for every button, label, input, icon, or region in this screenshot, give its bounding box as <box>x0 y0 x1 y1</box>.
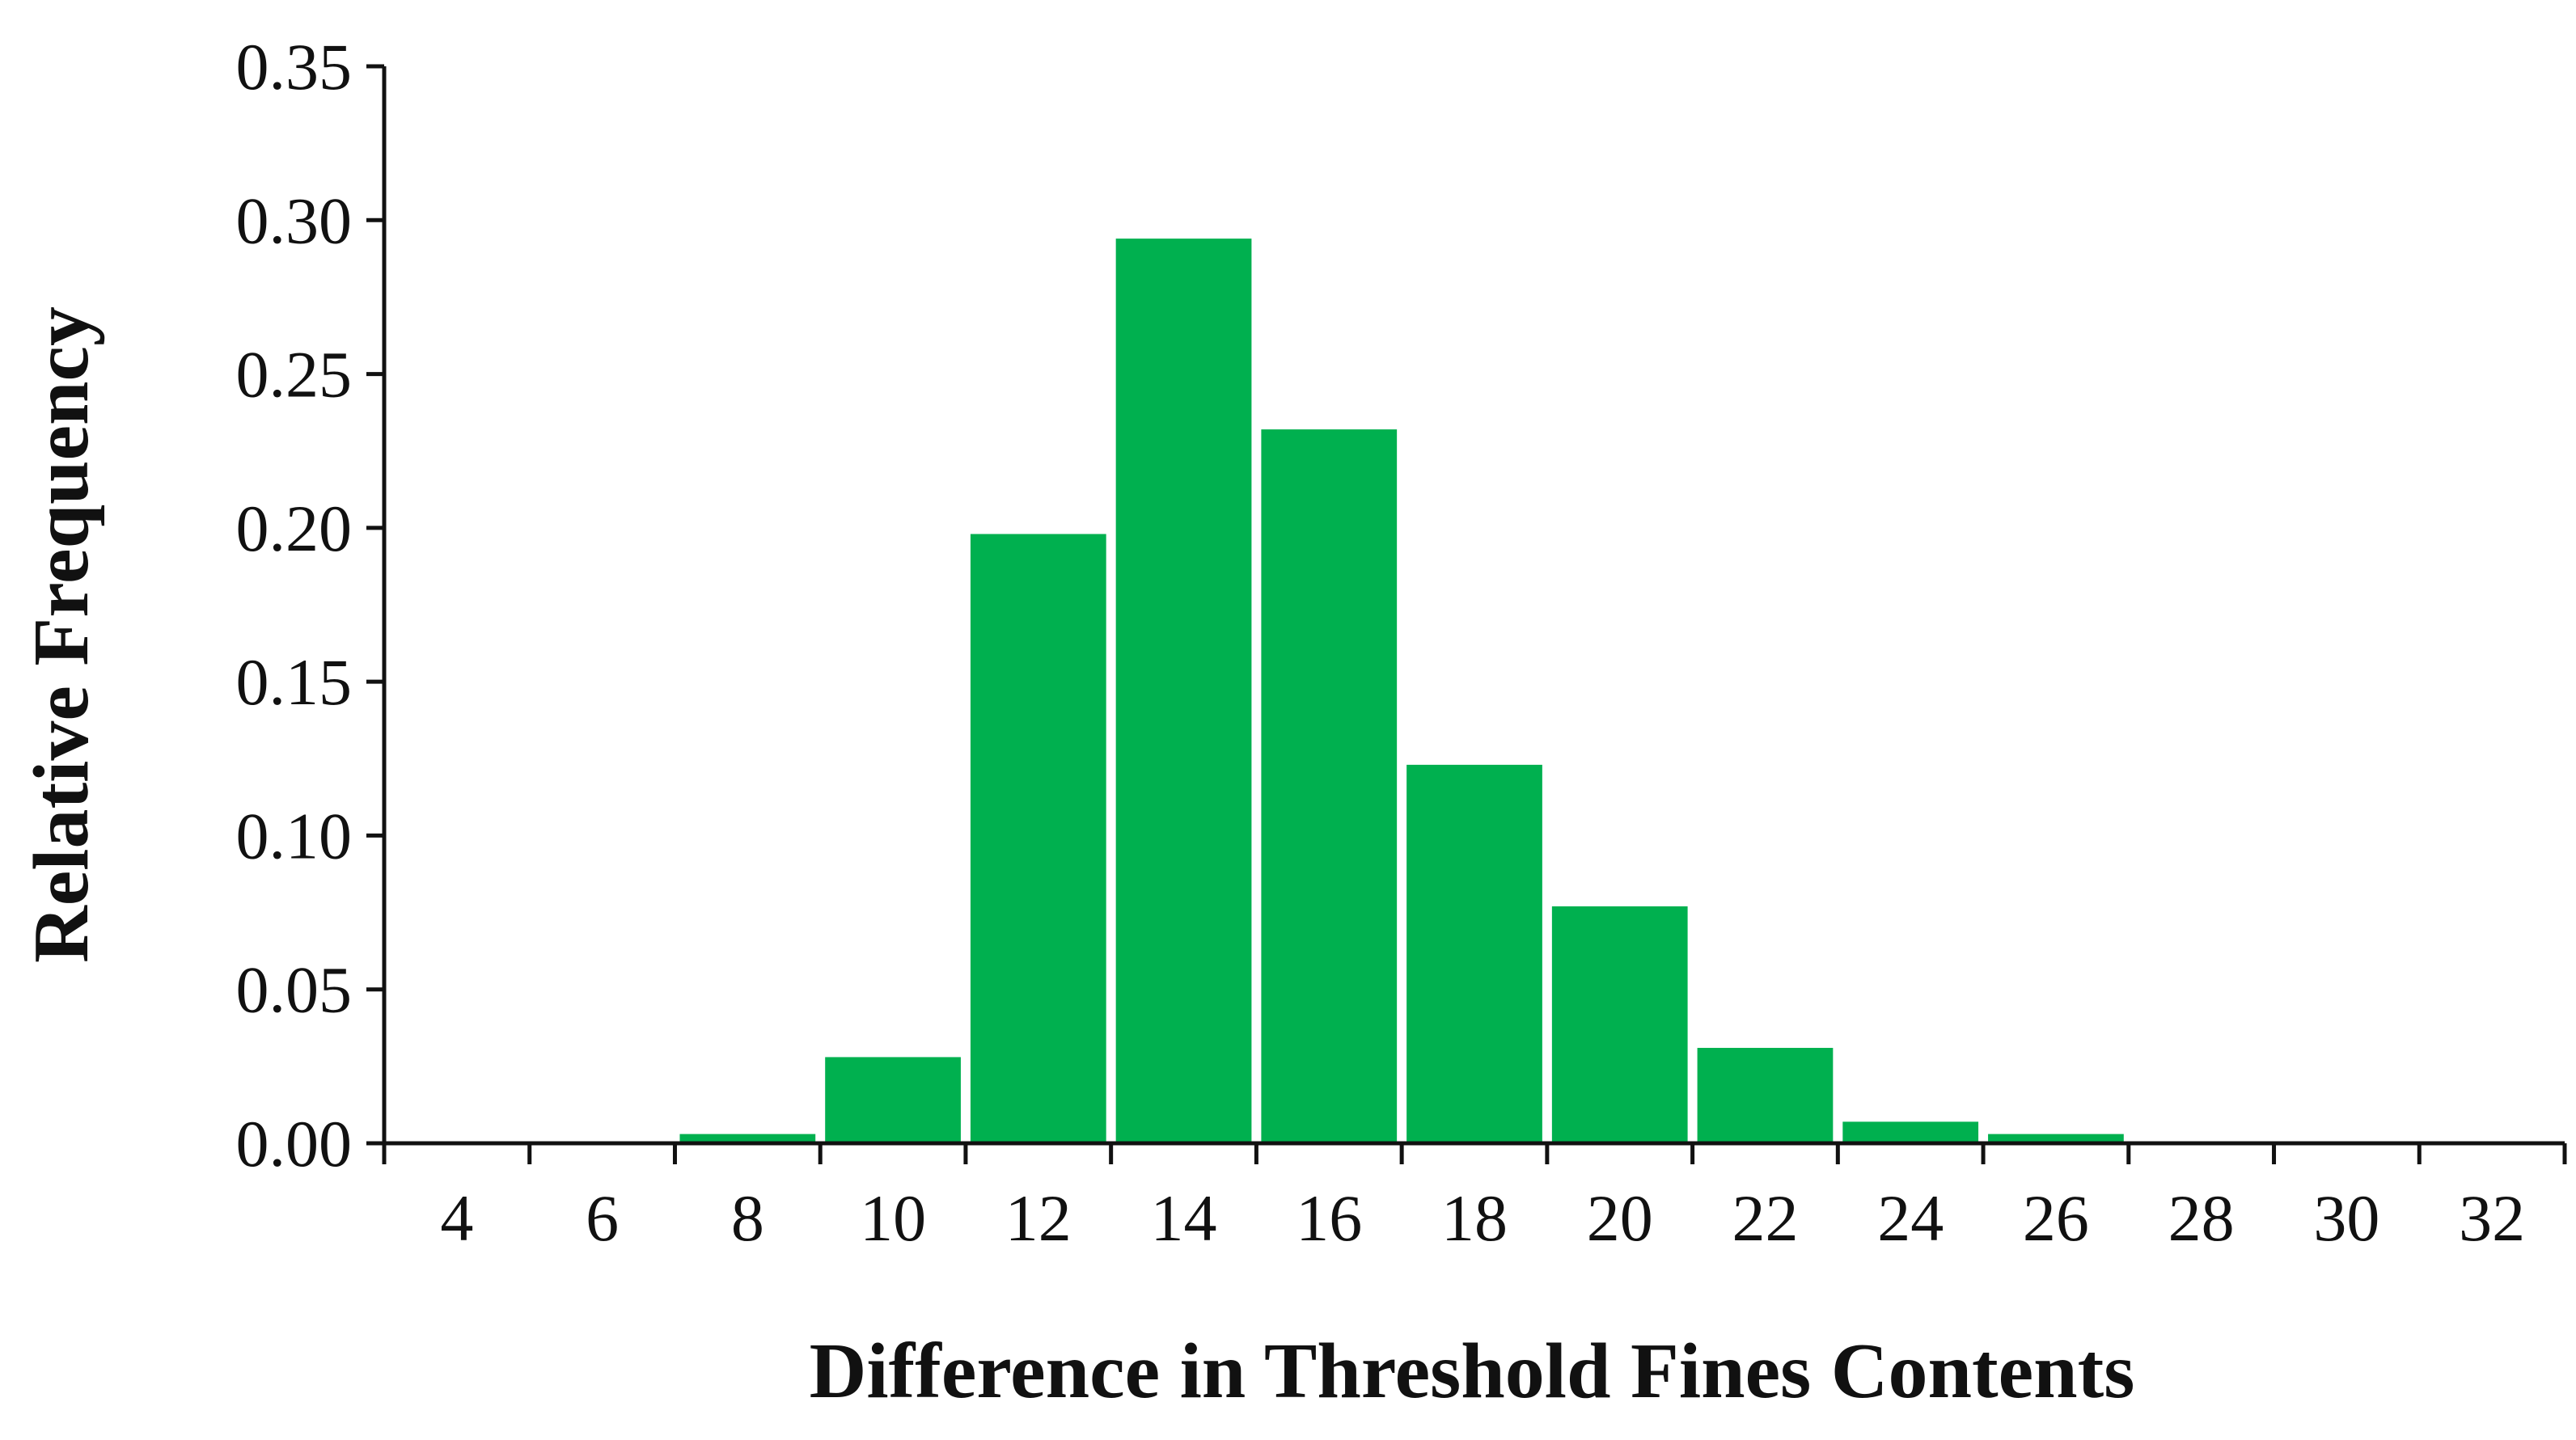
y-tick-label: 0.25 <box>236 338 353 412</box>
x-tick-label: 12 <box>1005 1181 1072 1255</box>
y-tick-label: 0.35 <box>236 30 353 103</box>
bar <box>1988 1134 2124 1143</box>
y-tick-label: 0.20 <box>236 492 353 565</box>
x-tick-label: 32 <box>2459 1181 2525 1255</box>
x-tick-label: 8 <box>731 1181 764 1255</box>
x-tick-label: 18 <box>1441 1181 1508 1255</box>
x-tick-label: 26 <box>2023 1181 2089 1255</box>
x-tick-label: 22 <box>1732 1181 1798 1255</box>
y-tick-label: 0.05 <box>236 953 353 1027</box>
x-tick-label: 24 <box>1877 1181 1944 1255</box>
x-tick-label: 4 <box>440 1181 473 1255</box>
y-tick-label: 0.00 <box>236 1107 353 1180</box>
x-tick-label: 30 <box>2313 1181 2379 1255</box>
bar <box>1406 764 1542 1143</box>
y-tick-label: 0.10 <box>236 799 353 872</box>
bar <box>1697 1048 1834 1143</box>
y-tick-label: 0.15 <box>236 645 353 719</box>
bar <box>679 1134 816 1143</box>
bar <box>1115 239 1252 1143</box>
x-tick-label: 10 <box>860 1181 926 1255</box>
x-tick-label: 14 <box>1151 1181 1217 1255</box>
bar <box>1842 1121 1979 1143</box>
x-axis-title: Difference in Threshold Fines Contents <box>810 1328 2135 1415</box>
y-tick-label: 0.30 <box>236 184 353 257</box>
bar <box>825 1057 961 1143</box>
x-tick-label: 6 <box>586 1181 619 1255</box>
bar <box>1261 429 1398 1143</box>
x-tick-label: 20 <box>1587 1181 1653 1255</box>
x-tick-label: 28 <box>2168 1181 2235 1255</box>
bar <box>970 534 1106 1143</box>
y-axis-title: Relative Frequency <box>18 306 105 963</box>
x-tick-label: 16 <box>1296 1181 1362 1255</box>
bar <box>1551 906 1688 1143</box>
